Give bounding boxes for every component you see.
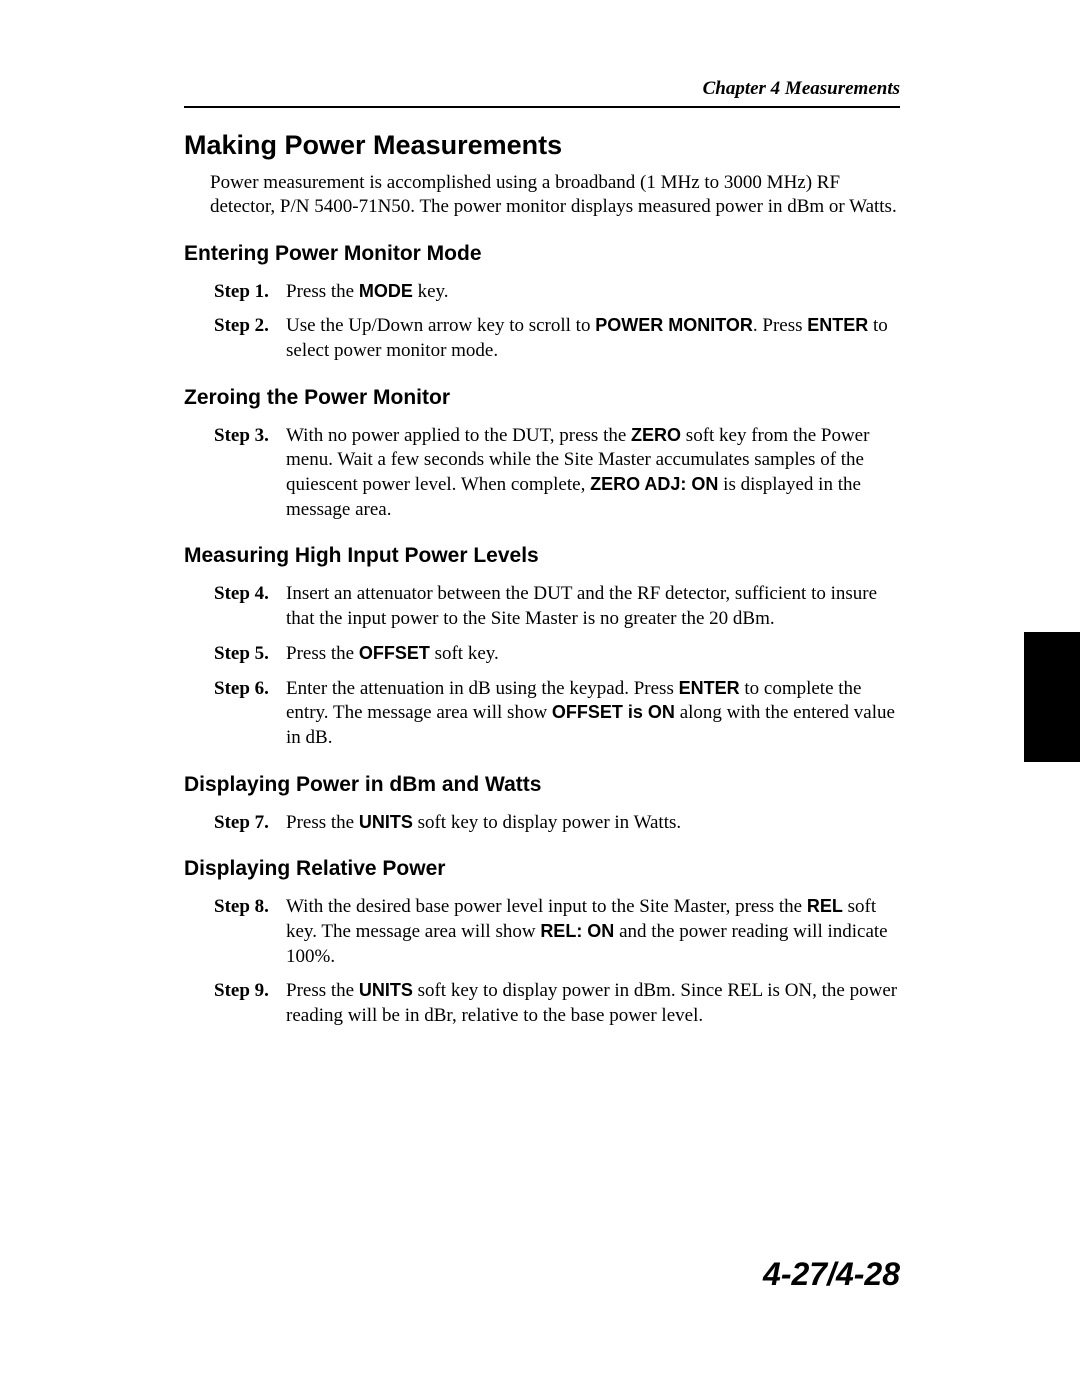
text: . Press — [753, 315, 807, 336]
text: With no power applied to the DUT, press … — [286, 425, 631, 446]
step-1: Step 1. Press the MODE key. — [214, 280, 900, 305]
keyword-rel: REL — [807, 896, 843, 916]
page-title: Making Power Measurements — [184, 130, 900, 161]
page: Chapter 4 Measurements Making Power Meas… — [0, 0, 1080, 1397]
page-number: 4-27/4-28 — [763, 1256, 900, 1293]
step-7: Step 7. Press the UNITS soft key to disp… — [214, 811, 900, 836]
step-body: Press the OFFSET soft key. — [286, 642, 900, 667]
section-heading-zeroing: Zeroing the Power Monitor — [184, 386, 900, 410]
step-label: Step 8. — [214, 895, 286, 920]
step-body: Insert an attenuator between the DUT and… — [286, 582, 900, 631]
step-body: Press the MODE key. — [286, 280, 900, 305]
header-rule — [184, 106, 900, 108]
section-heading-relative: Displaying Relative Power — [184, 857, 900, 881]
step-label: Step 6. — [214, 677, 286, 702]
text: Press the — [286, 812, 359, 833]
keyword-enter: ENTER — [807, 315, 868, 335]
section-heading-high-input: Measuring High Input Power Levels — [184, 544, 900, 568]
step-body: Enter the attenuation in dB using the ke… — [286, 677, 900, 751]
text: Press the — [286, 643, 359, 664]
steps-zeroing: Step 3. With no power applied to the DUT… — [214, 424, 900, 523]
step-9: Step 9. Press the UNITS soft key to disp… — [214, 979, 900, 1028]
text: Enter the attenuation in dB using the ke… — [286, 678, 679, 699]
step-body: Use the Up/Down arrow key to scroll to P… — [286, 314, 900, 363]
text: With the desired base power level input … — [286, 896, 807, 917]
text: Use the Up/Down arrow key to scroll to — [286, 315, 595, 336]
step-body: With the desired base power level input … — [286, 895, 900, 969]
steps-entering: Step 1. Press the MODE key. Step 2. Use … — [214, 280, 900, 364]
text: Press the — [286, 980, 359, 1001]
keyword-power-monitor: POWER MONITOR — [595, 315, 753, 335]
keyword-zero-adj-on: ZERO ADJ: ON — [590, 474, 718, 494]
step-label: Step 5. — [214, 642, 286, 667]
step-6: Step 6. Enter the attenuation in dB usin… — [214, 677, 900, 751]
step-body: With no power applied to the DUT, press … — [286, 424, 900, 523]
keyword-units: UNITS — [359, 812, 413, 832]
edge-tab — [1024, 632, 1080, 762]
step-2: Step 2. Use the Up/Down arrow key to scr… — [214, 314, 900, 363]
keyword-enter: ENTER — [679, 678, 740, 698]
intro-paragraph: Power measurement is accomplished using … — [210, 171, 900, 220]
keyword-zero: ZERO — [631, 425, 681, 445]
step-label: Step 2. — [214, 314, 286, 339]
text: key. — [413, 281, 449, 302]
step-3: Step 3. With no power applied to the DUT… — [214, 424, 900, 523]
step-body: Press the UNITS soft key to display powe… — [286, 811, 900, 836]
step-label: Step 3. — [214, 424, 286, 449]
text: soft key. — [430, 643, 499, 664]
step-label: Step 1. — [214, 280, 286, 305]
step-label: Step 9. — [214, 979, 286, 1004]
step-body: Press the UNITS soft key to display powe… — [286, 979, 900, 1028]
step-4: Step 4. Insert an attenuator between the… — [214, 582, 900, 631]
keyword-mode: MODE — [359, 281, 413, 301]
keyword-offset-is-on: OFFSET is ON — [552, 702, 675, 722]
text: Press the — [286, 281, 359, 302]
steps-relative: Step 8. With the desired base power leve… — [214, 895, 900, 1028]
steps-dbm-watts: Step 7. Press the UNITS soft key to disp… — [214, 811, 900, 836]
keyword-offset: OFFSET — [359, 643, 430, 663]
step-8: Step 8. With the desired base power leve… — [214, 895, 900, 969]
keyword-units: UNITS — [359, 980, 413, 1000]
chapter-header: Chapter 4 Measurements — [184, 78, 900, 100]
text: soft key to display power in Watts. — [413, 812, 681, 833]
step-5: Step 5. Press the OFFSET soft key. — [214, 642, 900, 667]
step-label: Step 4. — [214, 582, 286, 607]
step-label: Step 7. — [214, 811, 286, 836]
steps-high-input: Step 4. Insert an attenuator between the… — [214, 582, 900, 750]
section-heading-entering: Entering Power Monitor Mode — [184, 242, 900, 266]
section-heading-dbm-watts: Displaying Power in dBm and Watts — [184, 773, 900, 797]
keyword-rel-on: REL: ON — [540, 921, 614, 941]
